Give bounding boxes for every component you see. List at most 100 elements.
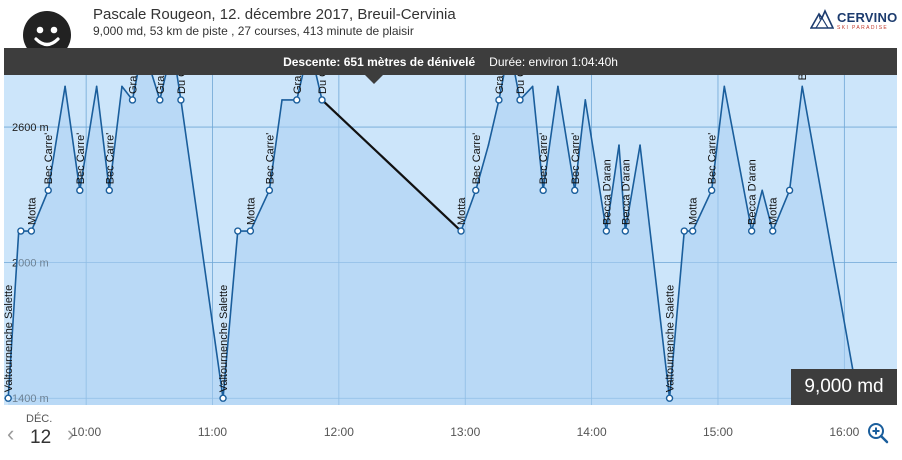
lift-point-marker [156, 96, 164, 104]
profile-segment [460, 189, 477, 232]
profile-segment [668, 230, 686, 400]
lift-label: Du C [176, 69, 188, 94]
time-tick-label: 10:00 [71, 425, 101, 439]
page-subtitle: 9,000 md, 53 km de piste , 27 courses, 4… [93, 24, 414, 38]
date-day: 12 [30, 427, 52, 448]
lift-label: Bec Carre' [43, 133, 55, 185]
lift-point-marker [665, 394, 674, 402]
descent-info: Descente: 651 mètres de dénivelé [283, 54, 476, 69]
lift-point-marker [293, 96, 301, 104]
logo-name: CERVINO [837, 10, 898, 25]
duration-info: Durée: environ 1:04:40h [489, 54, 618, 69]
lift-point-marker [44, 186, 52, 195]
lift-label: Motta [688, 197, 700, 225]
profile-segment [710, 85, 726, 192]
lift-label: Valtournenche Salette [218, 285, 230, 392]
time-tick-label: 14:00 [577, 425, 607, 439]
lift-label: Bec Carre' [104, 133, 116, 185]
profile-segment [750, 189, 764, 232]
total-vertical-badge: 9,000 md [791, 369, 897, 405]
lift-label: Becca D'aran [747, 159, 759, 225]
profile-segment [7, 230, 20, 400]
lift-label: Bec Carre' [264, 133, 276, 185]
profile-segment [605, 144, 620, 232]
lift-label: Valtournenche Salette [665, 285, 677, 392]
lift-label: Bec Carre' [471, 133, 483, 185]
lift-point-marker [689, 227, 697, 235]
lift-label: Becca D'aran [601, 159, 613, 225]
profile-segment [222, 230, 239, 400]
time-tick-label: 15:00 [703, 425, 733, 439]
lift-label: Du C [317, 69, 329, 94]
lift-point-marker [219, 394, 227, 402]
profile-segment [771, 189, 791, 232]
lift-label: Valtournenche Salette [4, 285, 15, 392]
profile-segment [531, 85, 544, 192]
profile-segment [79, 85, 98, 192]
profile-segment [64, 85, 81, 192]
profile-segment [47, 85, 66, 192]
profile-segment [95, 85, 111, 192]
zoom-in-icon[interactable] [866, 421, 890, 445]
lift-point-marker [680, 227, 688, 235]
lift-point-marker [621, 227, 630, 235]
profile-segment [557, 85, 576, 192]
profile-segment [542, 85, 559, 192]
smiley-face-icon[interactable] [22, 10, 72, 60]
lift-point-marker [602, 227, 611, 235]
profile-segment [573, 99, 587, 192]
lift-label: Bec Carre' [75, 133, 87, 185]
chevron-left-icon[interactable]: ‹ [7, 421, 15, 446]
lift-point-marker [177, 96, 185, 104]
profile-segment [180, 99, 224, 400]
lift-point-marker [516, 96, 524, 104]
lift-point-marker [128, 96, 137, 104]
time-axis: 10:00 11:00 12:00 13:00 14:00 15:00 16:00 [71, 425, 860, 439]
cervino-logo[interactable]: CERVINO SKI PARADISE [809, 8, 898, 36]
lift-point-marker [234, 227, 242, 235]
profile-segment [30, 189, 50, 232]
profile-segment [801, 85, 860, 405]
lift-label: Motta [456, 197, 468, 225]
lift-point-marker [571, 186, 579, 195]
time-tick-label: 11:00 [198, 425, 227, 439]
time-tick-label: 16:00 [829, 425, 859, 439]
lift-label: Motta [768, 197, 780, 225]
lift-label: Motta [26, 197, 38, 225]
mountain-logo-icon [809, 9, 835, 29]
lift-point-marker [318, 96, 326, 104]
profile-segment [723, 85, 753, 232]
profile-area [8, 48, 860, 405]
lift-label: Motta [245, 197, 257, 225]
lift-point-marker [246, 227, 255, 235]
info-pointer [365, 75, 383, 84]
date-month: DÉC. [26, 413, 53, 425]
descent-info-bar: Descente: 651 mètres de dénivelé Durée: … [4, 48, 897, 75]
y-tick-label: 2600 m [12, 122, 49, 134]
profile-segment [624, 144, 641, 232]
lift-label: Becca D'aran [620, 159, 632, 225]
lift-point-marker [785, 186, 794, 195]
chevron-right-icon[interactable]: › [67, 421, 75, 446]
lift-point-marker [539, 186, 547, 195]
lift-point-marker [747, 227, 756, 235]
highlighted-segment [320, 98, 463, 233]
lift-point-marker [4, 394, 12, 402]
timeline: ‹ DÉC. 12 › 10:00 11:00 12:00 13:00 14:00 15:… [0, 405, 902, 460]
profile-segment [584, 99, 608, 232]
header: Pascale Rougeon, 12. décembre 2017, Breu… [0, 0, 902, 59]
lift-label: Bec Carre' [570, 133, 582, 185]
lift-label: Du C [515, 69, 527, 94]
profile-segment [761, 189, 774, 232]
lift-point-marker [76, 186, 84, 195]
page-title: Pascale Rougeon, 12. décembre 2017, Breu… [93, 6, 456, 23]
lift-point-marker [495, 96, 503, 104]
profile-segment [618, 144, 627, 232]
lift-point-marker [707, 186, 716, 195]
time-tick-label: 12:00 [324, 425, 354, 439]
lift-point-marker [265, 186, 274, 195]
profile-segment [788, 85, 804, 192]
lift-point-marker [457, 227, 465, 235]
